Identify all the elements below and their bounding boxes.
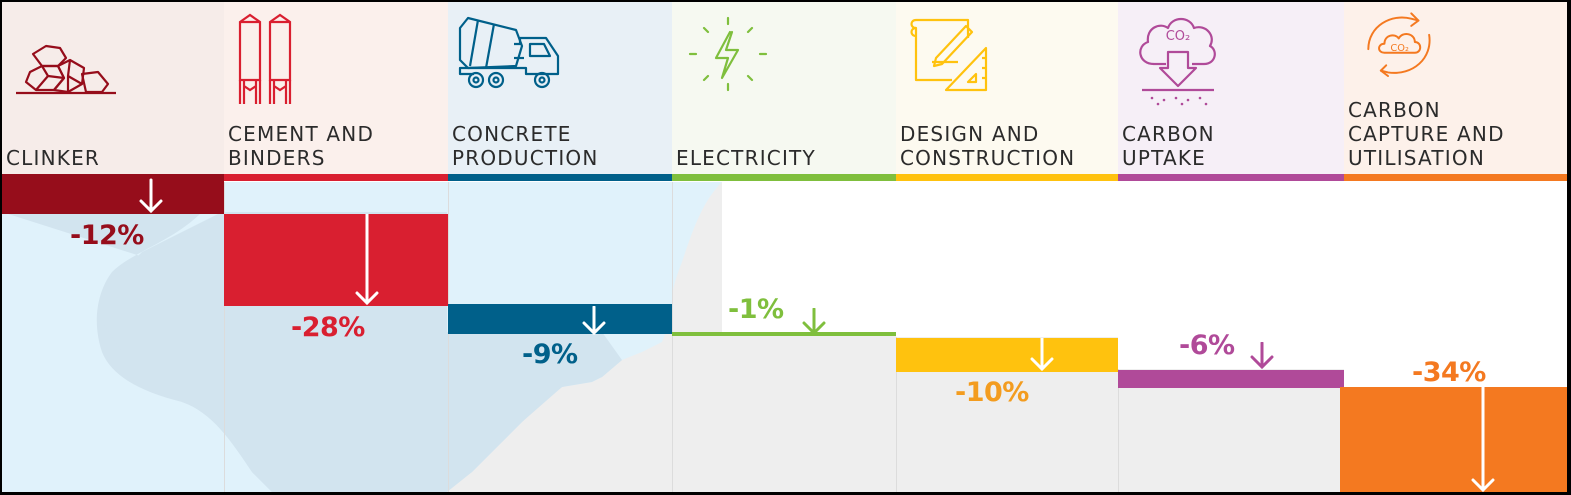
- column-header-electricity: ELECTRICITY: [672, 2, 896, 174]
- waterfall-bar-concrete: [448, 304, 672, 334]
- clinker-rocks-icon: [16, 44, 116, 95]
- value-label-clinker: -12%: [70, 220, 144, 251]
- category-bar-design: [896, 174, 1118, 181]
- column-header-clinker: CLINKER: [2, 2, 224, 174]
- category-bar-electricity: [672, 174, 896, 181]
- cement-silos-icon: [238, 13, 292, 104]
- waterfall-bar-uptake: [1118, 370, 1344, 388]
- waterfall-bar-ccu: [1340, 387, 1567, 492]
- co2-cloud-down-arrow-icon: CO₂: [1139, 17, 1216, 106]
- co2-cycle-icon: CO₂: [1367, 12, 1431, 77]
- value-label-cement: -28%: [291, 312, 365, 343]
- column-header-design-and-construction: DESIGN AND CONSTRUCTION: [896, 2, 1118, 174]
- concrete-mixer-truck-icon: [458, 16, 560, 89]
- column-divider: [896, 182, 897, 492]
- down-arrow-icon: [582, 306, 606, 336]
- down-arrow-icon: [355, 214, 379, 306]
- category-bar-ccu: [1344, 174, 1567, 181]
- category-bar-uptake: [1118, 174, 1344, 181]
- down-arrow-icon: [1471, 374, 1495, 492]
- waterfall-bar-clinker: [2, 174, 224, 214]
- column-header-cement-and-binders: CEMENT AND BINDERS: [224, 2, 448, 174]
- column-divider: [672, 182, 673, 492]
- column-divider: [224, 182, 225, 492]
- value-label-concrete: -9%: [522, 339, 578, 370]
- down-arrow-icon: [802, 308, 826, 336]
- column-label: DESIGN AND CONSTRUCTION: [900, 122, 1076, 170]
- down-arrow-icon: [139, 178, 163, 214]
- lightning-bolt-icon: [688, 16, 768, 92]
- column-label: CARBON UPTAKE: [1122, 122, 1215, 170]
- column-label: CEMENT AND BINDERS: [228, 122, 375, 170]
- column-header-carbon-capture-and-utilisation: CO₂ CARBON CAPTURE AND UTILISATION: [1344, 2, 1567, 174]
- column-header-carbon-uptake: CO₂ CARBON UPTAKE: [1118, 2, 1344, 174]
- column-label: CLINKER: [6, 146, 101, 170]
- white-fill-ccu: [1344, 369, 1567, 387]
- column-header-concrete-production: CONCRETE PRODUCTION: [448, 2, 672, 174]
- waterfall-bar-electricity: [672, 332, 896, 336]
- waterfall-bar-cement: [224, 214, 448, 306]
- blueprint-pencil-icon: [910, 18, 988, 92]
- category-bar-concrete: [448, 174, 672, 181]
- column-divider: [448, 182, 449, 492]
- value-label-electricity: -1%: [728, 294, 784, 325]
- column-label: CARBON CAPTURE AND UTILISATION: [1348, 98, 1505, 170]
- value-label-uptake: -6%: [1179, 330, 1235, 361]
- down-arrow-icon: [1030, 338, 1054, 372]
- value-label-ccu: -34%: [1412, 357, 1486, 388]
- column-label: CONCRETE PRODUCTION: [452, 122, 599, 170]
- svg-text:CO₂: CO₂: [1166, 29, 1191, 44]
- waterfall-bar-design: [896, 338, 1118, 372]
- upper-white-right: [722, 182, 1567, 332]
- white-fill-design: [896, 332, 1567, 337]
- column-label: ELECTRICITY: [676, 146, 816, 170]
- down-arrow-icon: [1250, 342, 1274, 370]
- category-bar-cement: [224, 174, 448, 181]
- svg-text:CO₂: CO₂: [1390, 43, 1409, 54]
- white-fill-uptake: [1118, 337, 1567, 369]
- value-label-design: -10%: [955, 377, 1029, 408]
